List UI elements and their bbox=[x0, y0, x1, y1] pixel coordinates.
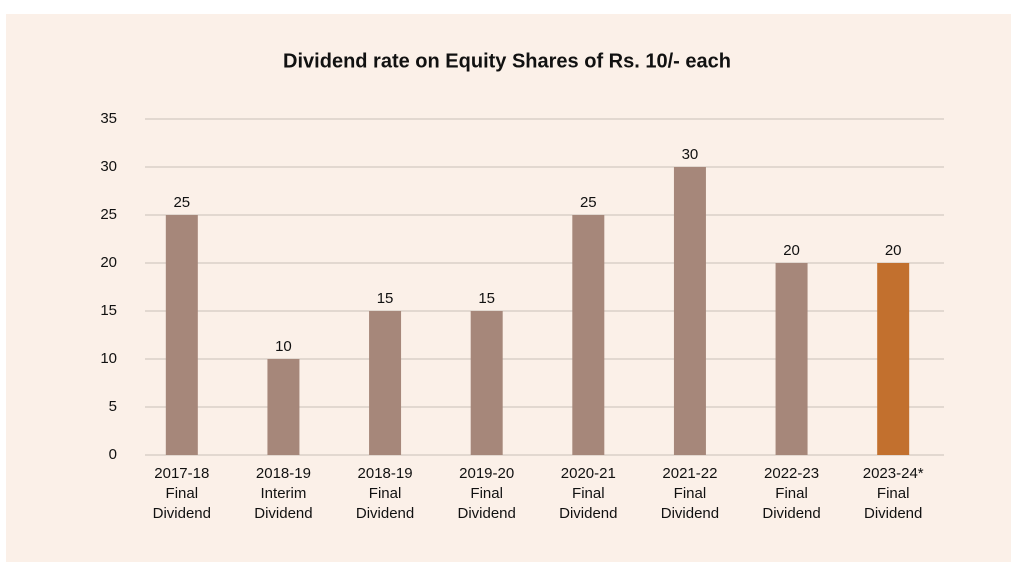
data-label: 15 bbox=[377, 290, 394, 307]
y-tick-label: 15 bbox=[100, 302, 117, 319]
data-label: 20 bbox=[783, 242, 800, 259]
bar bbox=[369, 311, 402, 455]
data-label: 10 bbox=[275, 338, 292, 355]
x-tick-label: Dividend bbox=[356, 505, 414, 522]
x-tick-label: Final bbox=[877, 485, 910, 502]
bar bbox=[470, 311, 503, 455]
x-tick-label: 2022-23 bbox=[764, 465, 819, 482]
bar bbox=[165, 215, 198, 455]
x-tick-label: 2018-19 bbox=[358, 465, 413, 482]
y-tick-label: 30 bbox=[100, 158, 117, 175]
data-label: 20 bbox=[885, 242, 902, 259]
data-label: 25 bbox=[580, 194, 597, 211]
bar bbox=[877, 263, 910, 455]
x-tick-label: 2019-20 bbox=[459, 465, 514, 482]
data-label: 25 bbox=[173, 194, 190, 211]
y-tick-label: 35 bbox=[100, 110, 117, 127]
x-tick-label: Dividend bbox=[762, 505, 820, 522]
bar bbox=[673, 167, 706, 455]
x-tick-label: 2023-24* bbox=[863, 465, 924, 482]
data-label: 15 bbox=[478, 290, 495, 307]
x-tick-label: Interim bbox=[261, 485, 307, 502]
y-tick-label: 25 bbox=[100, 206, 117, 223]
x-tick-label: Final bbox=[674, 485, 707, 502]
x-tick-label: Final bbox=[775, 485, 808, 502]
chart-title: Dividend rate on Equity Shares of Rs. 10… bbox=[283, 50, 731, 72]
x-tick-label: Final bbox=[369, 485, 402, 502]
bar bbox=[572, 215, 605, 455]
x-tick-label: Final bbox=[166, 485, 199, 502]
x-tick-label: 2020-21 bbox=[561, 465, 616, 482]
x-tick-label: Dividend bbox=[458, 505, 516, 522]
y-tick-label: 10 bbox=[100, 350, 117, 367]
x-tick-label: Dividend bbox=[153, 505, 211, 522]
y-tick-label: 5 bbox=[109, 398, 117, 415]
x-tick-label: Final bbox=[572, 485, 605, 502]
x-tick-label: Dividend bbox=[661, 505, 719, 522]
x-tick-label: Dividend bbox=[559, 505, 617, 522]
x-tick-label: Dividend bbox=[864, 505, 922, 522]
y-tick-label: 20 bbox=[100, 254, 117, 271]
data-label: 30 bbox=[682, 146, 699, 163]
x-tick-label: 2021-22 bbox=[662, 465, 717, 482]
bar bbox=[775, 263, 808, 455]
bar bbox=[267, 359, 300, 455]
x-tick-label: 2017-18 bbox=[154, 465, 209, 482]
y-tick-label: 0 bbox=[109, 446, 117, 463]
x-tick-label: 2018-19 bbox=[256, 465, 311, 482]
x-tick-label: Final bbox=[470, 485, 503, 502]
x-tick-label: Dividend bbox=[254, 505, 312, 522]
